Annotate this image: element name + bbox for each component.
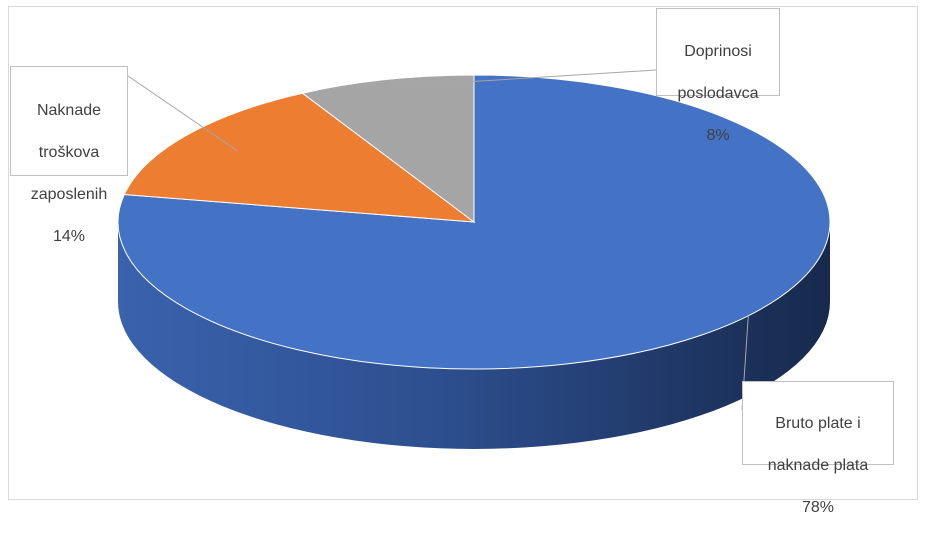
label-line: troškova [38,144,100,161]
leader-line-doprinosi [389,69,657,88]
label-line: poslodavca [677,85,759,102]
label-line: Doprinosi [684,43,752,60]
data-label-naknade-troskova: Naknade troškova zaposlenih 14% [10,66,128,245]
leader-line-naknade-troskova [127,75,239,152]
pie-chart [117,69,831,449]
slice-doprinosi-poslodavca [301,74,475,224]
slice-naknade-troskova [123,92,476,223]
label-value: 14% [52,228,86,245]
pie-side-bruto-plate [118,222,830,449]
label-line: zaposlenih [30,186,108,203]
label-line: naknade plata [767,457,869,474]
label-value: 8% [706,127,730,144]
slice-bruto-plate [117,74,831,370]
label-value: 78% [801,499,835,516]
data-label-bruto-plate: Bruto plate i naknade plata 78% [742,381,894,516]
label-line: Naknade [36,102,102,119]
data-label-doprinosi: Doprinosi poslodavca 8% [656,8,780,144]
label-line: Bruto plate i [775,415,861,432]
